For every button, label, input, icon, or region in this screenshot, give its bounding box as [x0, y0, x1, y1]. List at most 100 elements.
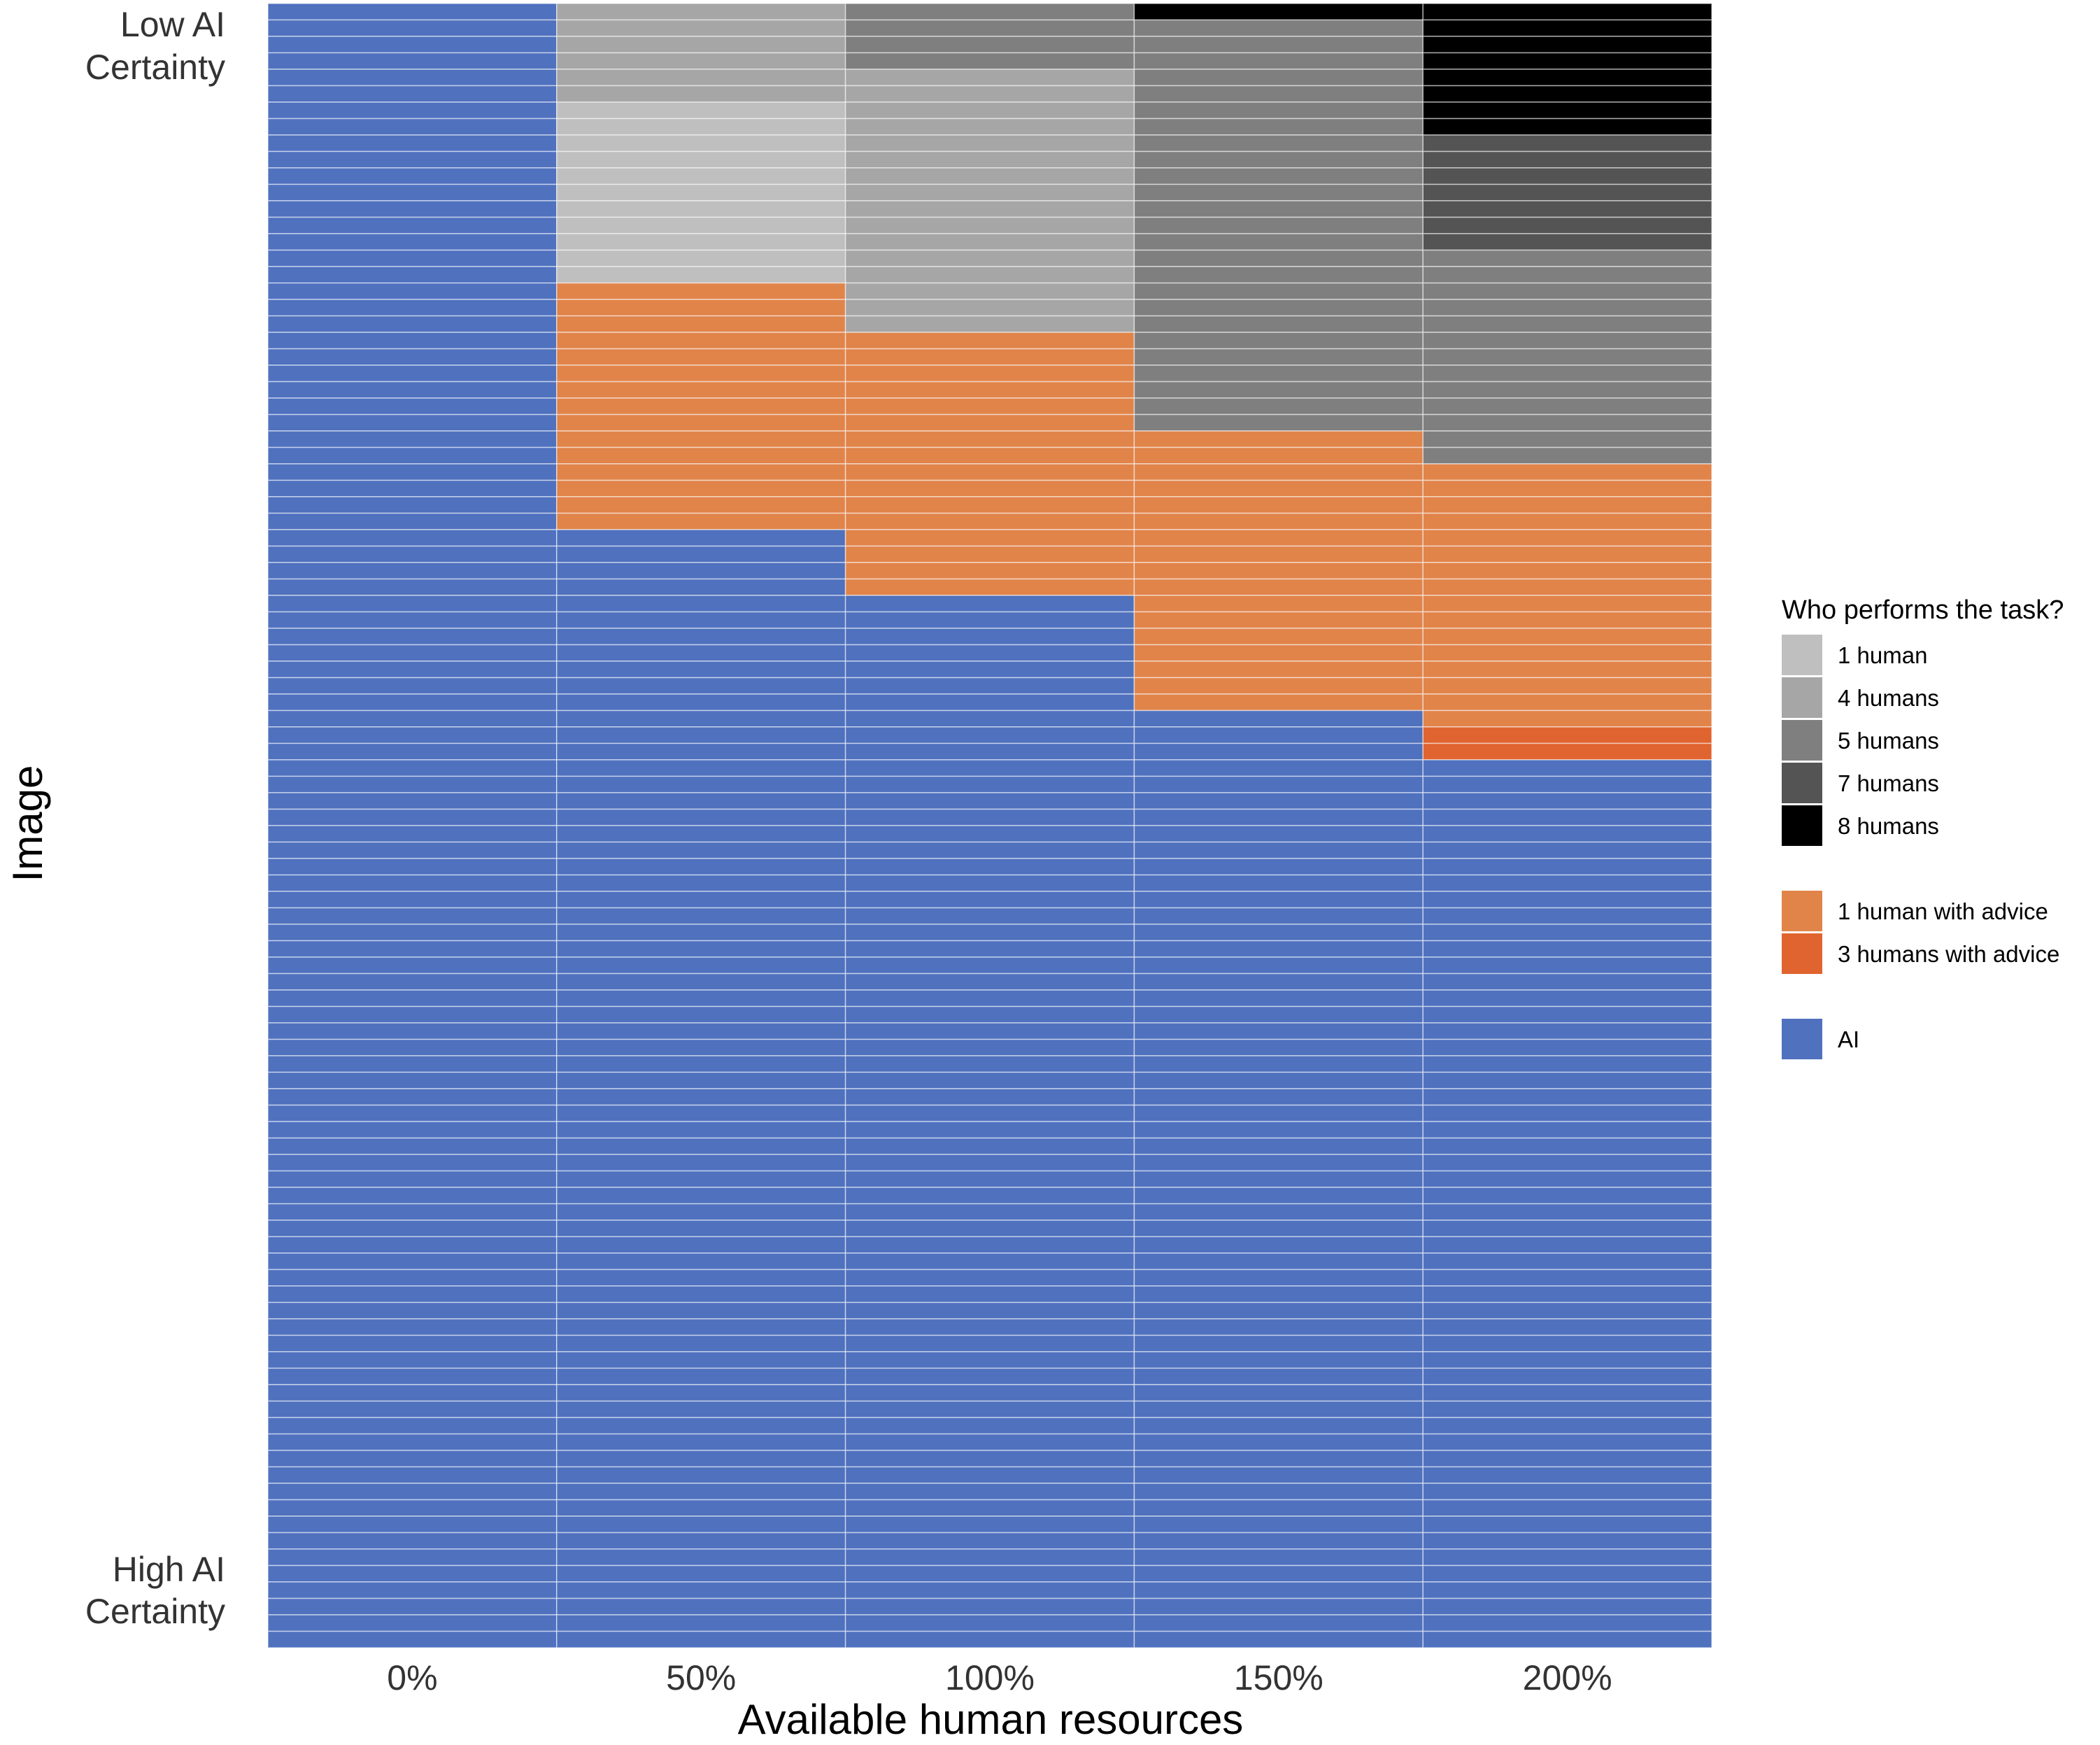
heatmap-cell — [1422, 595, 1712, 613]
heatmap-cell — [556, 216, 846, 234]
heatmap-cell — [1133, 167, 1424, 185]
heatmap-cell — [556, 101, 846, 120]
heatmap-cell — [267, 414, 558, 432]
heatmap-cell — [1422, 1384, 1712, 1402]
heatmap-cell — [1133, 1252, 1424, 1271]
heatmap-cell — [1422, 1630, 1712, 1648]
heatmap-cell — [267, 693, 558, 712]
heatmap-cell — [267, 611, 558, 629]
heatmap-cell — [1422, 150, 1712, 169]
heatmap-cell — [556, 282, 846, 300]
heatmap-cell — [556, 1351, 846, 1369]
heatmap-cell — [267, 545, 558, 563]
heatmap-cell — [844, 562, 1135, 580]
heatmap-cell — [267, 973, 558, 991]
heatmap-cell — [1422, 249, 1712, 267]
y-tick-label-bottom-line1: High AI — [113, 1550, 225, 1589]
heatmap-cell — [556, 332, 846, 350]
heatmap-cell — [556, 134, 846, 153]
heatmap-cell — [844, 628, 1135, 646]
heatmap-cell — [556, 446, 846, 465]
heatmap-cell — [1422, 216, 1712, 234]
heatmap-cell — [1422, 266, 1712, 284]
heatmap-cell — [844, 1285, 1135, 1304]
heatmap-cell — [844, 1170, 1135, 1188]
heatmap-cell — [267, 446, 558, 465]
heatmap-cell — [267, 1548, 558, 1567]
heatmap-cell — [267, 1499, 558, 1517]
heatmap-cell — [1133, 595, 1424, 613]
heatmap-cell — [556, 1121, 846, 1139]
y-tick-label-top-line1: Low AI — [120, 5, 225, 44]
heatmap-cell — [267, 1285, 558, 1304]
heatmap-cell — [556, 1597, 846, 1616]
heatmap-cell — [1422, 1532, 1712, 1550]
heatmap-cell — [267, 118, 558, 136]
heatmap-cell — [556, 463, 846, 481]
heatmap-cell — [556, 299, 846, 317]
heatmap-cell — [556, 1154, 846, 1172]
heatmap-cell — [267, 858, 558, 876]
heatmap-cell — [1133, 216, 1424, 234]
x-tick-label: 50% — [666, 1658, 736, 1697]
heatmap-cell — [267, 69, 558, 87]
heatmap-cell — [844, 348, 1135, 366]
heatmap-cell — [1422, 709, 1712, 728]
heatmap-cell — [1133, 545, 1424, 563]
heatmap-cell — [844, 940, 1135, 958]
heatmap-cell — [1422, 874, 1712, 892]
heatmap-cell — [1133, 1466, 1424, 1484]
heatmap-cell — [1422, 907, 1712, 925]
heatmap-cell — [844, 1088, 1135, 1106]
legend-label-ai: AI — [1838, 1026, 1859, 1052]
heatmap-cell — [1422, 446, 1712, 465]
heatmap-cell — [556, 545, 846, 563]
heatmap-cell — [844, 924, 1135, 942]
heatmap-cell — [1133, 266, 1424, 284]
heatmap-cell — [556, 512, 846, 530]
heatmap-cell — [556, 924, 846, 942]
heatmap-cell — [844, 1532, 1135, 1550]
heatmap-cell — [267, 430, 558, 448]
heatmap-cell — [556, 1499, 846, 1517]
heatmap-cell — [556, 69, 846, 87]
heatmap-cell — [1133, 19, 1424, 37]
heatmap-cell — [1133, 479, 1424, 497]
heatmap-cell — [1422, 1614, 1712, 1632]
heatmap-cell — [1133, 660, 1424, 679]
legend-key-a3 — [1782, 933, 1822, 974]
heatmap-cell — [844, 1121, 1135, 1139]
heatmap-cell — [844, 1154, 1135, 1172]
heatmap-cell — [1133, 792, 1424, 810]
heatmap-cell — [1422, 36, 1712, 54]
heatmap-cell — [1133, 529, 1424, 547]
heatmap-cell — [267, 150, 558, 169]
heatmap-cell — [844, 3, 1135, 21]
heatmap-cell — [1422, 578, 1712, 596]
heatmap-cell — [844, 1269, 1135, 1287]
heatmap-cell — [1422, 233, 1712, 251]
heatmap-cell — [267, 808, 558, 826]
heatmap-cell — [1422, 1187, 1712, 1205]
heatmap-cell — [556, 841, 846, 859]
heatmap-cell — [556, 660, 846, 679]
heatmap-cell — [844, 1614, 1135, 1632]
heatmap-cell — [556, 825, 846, 843]
heatmap-cell — [267, 940, 558, 958]
heatmap-cell — [267, 299, 558, 317]
heatmap-cell — [267, 841, 558, 859]
heatmap-cell — [1133, 414, 1424, 432]
legend-key-h7 — [1782, 763, 1822, 803]
heatmap-cell — [267, 315, 558, 333]
heatmap-cell — [267, 1400, 558, 1418]
heatmap-cell — [556, 644, 846, 662]
heatmap-cell — [267, 216, 558, 234]
heatmap-cell — [844, 299, 1135, 317]
heatmap-cell — [556, 989, 846, 1008]
heatmap-cell — [1133, 200, 1424, 218]
heatmap-cell — [844, 858, 1135, 876]
heatmap-cell — [267, 1516, 558, 1534]
heatmap-cell — [844, 792, 1135, 810]
heatmap-cell — [267, 397, 558, 416]
heatmap-cell — [1133, 446, 1424, 465]
